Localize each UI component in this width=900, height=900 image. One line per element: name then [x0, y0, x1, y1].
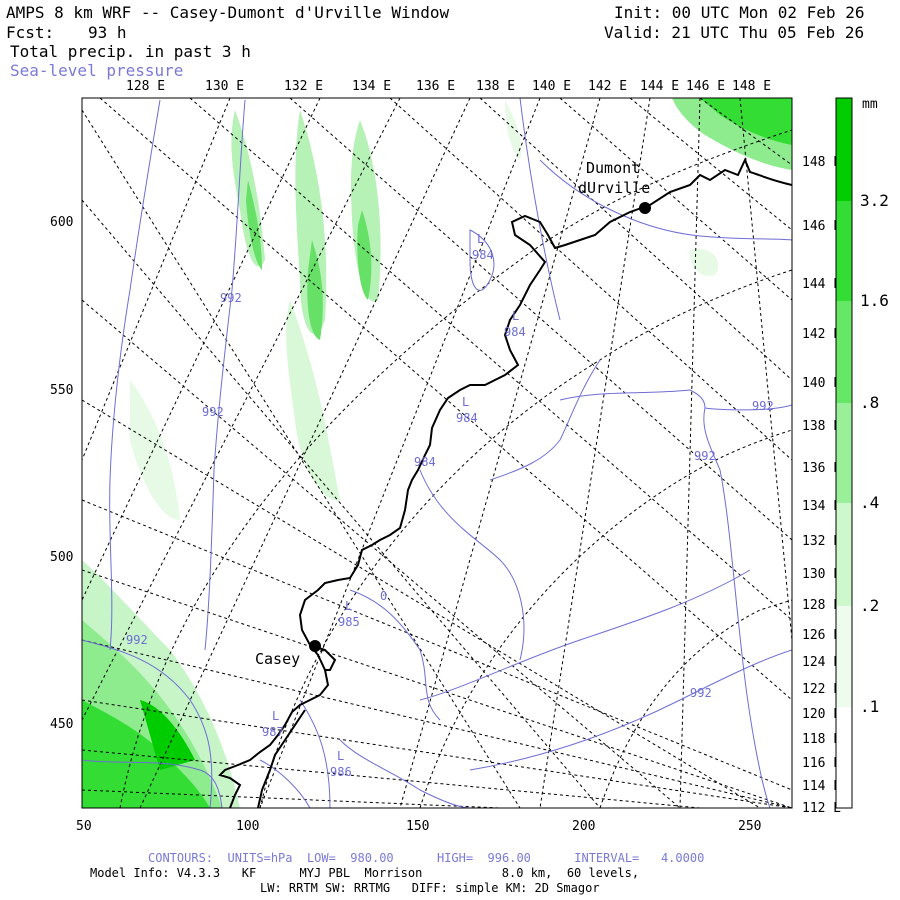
dumont-durville-station-marker[interactable] — [639, 202, 651, 214]
low-marker: L — [345, 599, 352, 613]
lon-label: 144 E — [802, 277, 841, 292]
y-tick-label: 550 — [50, 383, 73, 398]
lon-label: 136 E — [416, 79, 455, 94]
colorbar-level: 3.2 — [860, 191, 889, 210]
x-tick-label: 150 — [406, 819, 429, 834]
map-frame — [81, 97, 793, 809]
x-tick-label: 250 — [738, 819, 761, 834]
colorbar-level: .8 — [860, 393, 879, 412]
colorbar-unit: mm — [862, 97, 878, 112]
y-tick-label: 450 — [50, 717, 73, 732]
low-marker: L — [512, 309, 519, 323]
valid-time: Valid: 21 UTC Thu 05 Feb 26 — [604, 23, 865, 42]
colorbar-bin — [836, 503, 852, 606]
low-marker: L — [477, 232, 484, 246]
lon-label: 124 E — [802, 655, 841, 670]
grid-coordinate-labels: 50 100 150 200 250 600 550 500 450 — [50, 215, 761, 834]
x-tick-label: 200 — [572, 819, 595, 834]
colorbar-bin — [836, 201, 852, 301]
dumont-durville-label-line1: Dumont — [586, 159, 640, 177]
lon-label: 142 E — [802, 327, 841, 342]
precip-colorbar: mm 3.2 1.6 .8 .4 .2 .1 — [835, 97, 889, 809]
lon-label: 134 E — [802, 499, 841, 514]
lon-label: 138 E — [802, 419, 841, 434]
top-longitude-labels: 128 E 130 E 132 E 134 E 136 E 138 E 140 … — [126, 79, 771, 94]
colorbar-level: .2 — [860, 596, 879, 615]
contour-label: 984 — [472, 248, 494, 262]
lon-label: 120 E — [802, 707, 841, 722]
contour-label: 985 — [338, 615, 360, 629]
contour-label: 992 — [694, 449, 716, 463]
lon-label: 138 E — [476, 79, 515, 94]
contour-label: 986 — [330, 765, 352, 779]
contour-label: 992 — [126, 633, 148, 647]
colorbar-level: .1 — [860, 697, 879, 716]
lon-label: 114 E — [802, 779, 841, 794]
lon-label: 132 E — [802, 534, 841, 549]
latlon-grid — [82, 98, 792, 808]
colorbar-level: 1.6 — [860, 291, 889, 310]
low-marker: L — [462, 395, 469, 409]
lon-label: 128 E — [802, 598, 841, 613]
lon-label: 128 E — [126, 79, 165, 94]
contour-label: 987 — [262, 725, 284, 739]
lon-label: 144 E — [640, 79, 679, 94]
contour-label: 984 — [414, 455, 436, 469]
colorbar-level: .4 — [860, 493, 879, 512]
contour-label-group: 992 992 992 992 992 992 984 984 984 984 … — [126, 232, 774, 779]
casey-station-label: Casey — [255, 650, 300, 668]
lon-label: 134 E — [352, 79, 391, 94]
contour-label: 992 — [690, 686, 712, 700]
lon-label: 146 E — [802, 219, 841, 234]
physics-info: LW: RRTM SW: RRTMG DIFF: simple KM: 2D S… — [260, 881, 600, 895]
colorbar-bin — [836, 98, 852, 201]
x-tick-label: 100 — [236, 819, 259, 834]
lon-label: 140 E — [802, 376, 841, 391]
lon-label: 132 E — [284, 79, 323, 94]
lon-label: 118 E — [802, 732, 841, 747]
colorbar-bin — [836, 707, 852, 808]
lon-label: 148 E — [802, 155, 841, 170]
lon-label: 140 E — [532, 79, 571, 94]
forecast-label: Fcst: — [6, 23, 55, 42]
contour-label: 984 — [456, 411, 478, 425]
colorbar-bin — [836, 403, 852, 503]
contour-info: CONTOURS: UNITS=hPa LOW= 980.00 HIGH= 99… — [148, 851, 705, 865]
lon-label: 130 E — [802, 567, 841, 582]
contour-label: 984 — [504, 325, 526, 339]
lon-label: 116 E — [802, 756, 841, 771]
contour-label: 0 — [380, 589, 387, 603]
contour-label: 992 — [752, 399, 774, 413]
init-time: Init: 00 UTC Mon 02 Feb 26 — [614, 3, 865, 22]
map-title: AMPS 8 km WRF -- Casey-Dumont d'Urville … — [6, 3, 450, 22]
lon-label: 136 E — [802, 461, 841, 476]
y-tick-label: 500 — [50, 550, 73, 565]
x-tick-label: 50 — [76, 819, 92, 834]
pressure-contours — [82, 98, 792, 808]
contour-label: 992 — [220, 291, 242, 305]
lon-label: 148 E — [732, 79, 771, 94]
colorbar-bin — [836, 606, 852, 707]
lon-label: 130 E — [205, 79, 244, 94]
forecast-hours: 93 h — [88, 23, 127, 42]
dumont-durville-label-line2: dUrville — [578, 179, 650, 197]
lon-label: 126 E — [802, 628, 841, 643]
lon-label: 122 E — [802, 682, 841, 697]
casey-station-marker[interactable] — [309, 640, 321, 652]
low-marker: L — [272, 709, 279, 723]
overlay-name: Sea-level pressure — [10, 61, 184, 80]
y-tick-label: 600 — [50, 215, 73, 230]
precip-shading — [82, 98, 792, 808]
right-longitude-labels: 148 E 146 E 144 E 142 E 140 E 138 E 136 … — [802, 155, 841, 816]
low-marker: L — [337, 749, 344, 763]
contour-label: 992 — [202, 405, 224, 419]
colorbar-bin — [836, 301, 852, 403]
field-name: Total precip. in past 3 h — [10, 42, 251, 61]
lon-label: 142 E — [588, 79, 627, 94]
model-info: Model Info: V4.3.3 KF MYJ PBL Morrison 8… — [90, 866, 640, 880]
lon-label: 146 E — [686, 79, 725, 94]
lon-label: 112 E — [802, 801, 841, 816]
